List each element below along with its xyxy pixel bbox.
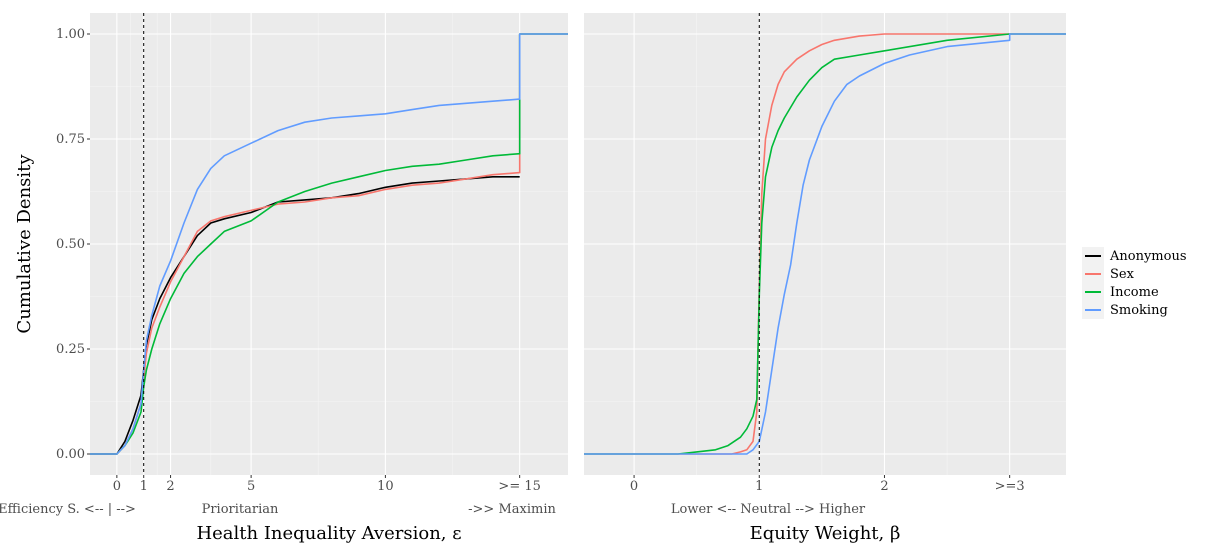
legend-label: Anonymous — [1109, 249, 1187, 264]
series-line-smoking — [90, 33, 568, 455]
legend-label: Smoking — [1110, 303, 1168, 318]
legend: Anonymous Sex Income Smoking — [1082, 247, 1187, 319]
y-tick-label: 0.00 — [56, 447, 85, 462]
x-axis-annotation: ->> Maximin — [468, 502, 556, 517]
panels: 0.000.250.500.751.000 1 2 5 10 >= 15Efficienc… — [0, 13, 1066, 544]
x-tick-label: 5 — [247, 479, 255, 494]
x-tick-label: >= 15 — [498, 479, 540, 494]
x-tick-label: >=3 — [995, 479, 1025, 494]
legend-label: Sex — [1110, 267, 1135, 282]
x-tick-label: 2 — [880, 479, 888, 494]
x-tick-label: 1 — [140, 479, 148, 494]
panel-2: 0 1 2 >=3 Lower <-- Neutral --> Higher Equity… — [584, 13, 1066, 544]
series-line-income — [584, 33, 1066, 455]
x-axis-title: Health Inequality Aversion, ε — [196, 523, 461, 544]
x-tick-label: 2 — [166, 479, 174, 494]
y-tick-label: 0.75 — [56, 132, 85, 147]
y-axis-title: Cumulative Density — [14, 154, 35, 334]
y-tick-label: 1.00 — [56, 27, 85, 42]
x-tick-label: 0 — [630, 479, 638, 494]
x-axis-title: Equity Weight, β — [750, 523, 901, 544]
legend-label: Income — [1110, 285, 1159, 300]
x-tick-label: 1 — [755, 479, 763, 494]
y-tick-label: 0.25 — [56, 342, 85, 357]
legend-item-smoking: Smoking — [1082, 301, 1168, 319]
legend-item-income: Income — [1082, 283, 1159, 301]
legend-item-anonymous: Anonymous — [1082, 247, 1187, 265]
x-axis-annotation: Efficiency S. <-- | --> — [0, 502, 136, 517]
x-axis-annotation: Prioritarian — [202, 502, 279, 517]
y-tick-label: 0.50 — [56, 237, 85, 252]
x-tick-label: 0 — [113, 479, 121, 494]
series-line-smoking — [584, 33, 1066, 455]
panel-1: 0.00 0.25 0.50 0.75 1.00 0 1 2 5 10 >= 15 Efficienc… — [0, 13, 568, 544]
legend-item-sex: Sex — [1082, 265, 1135, 283]
series-line-income — [90, 33, 568, 455]
x-axis-annotation: Lower <-- Neutral --> Higher — [671, 502, 866, 517]
series-line-sex — [584, 33, 1066, 455]
x-tick-label: 10 — [377, 479, 394, 494]
